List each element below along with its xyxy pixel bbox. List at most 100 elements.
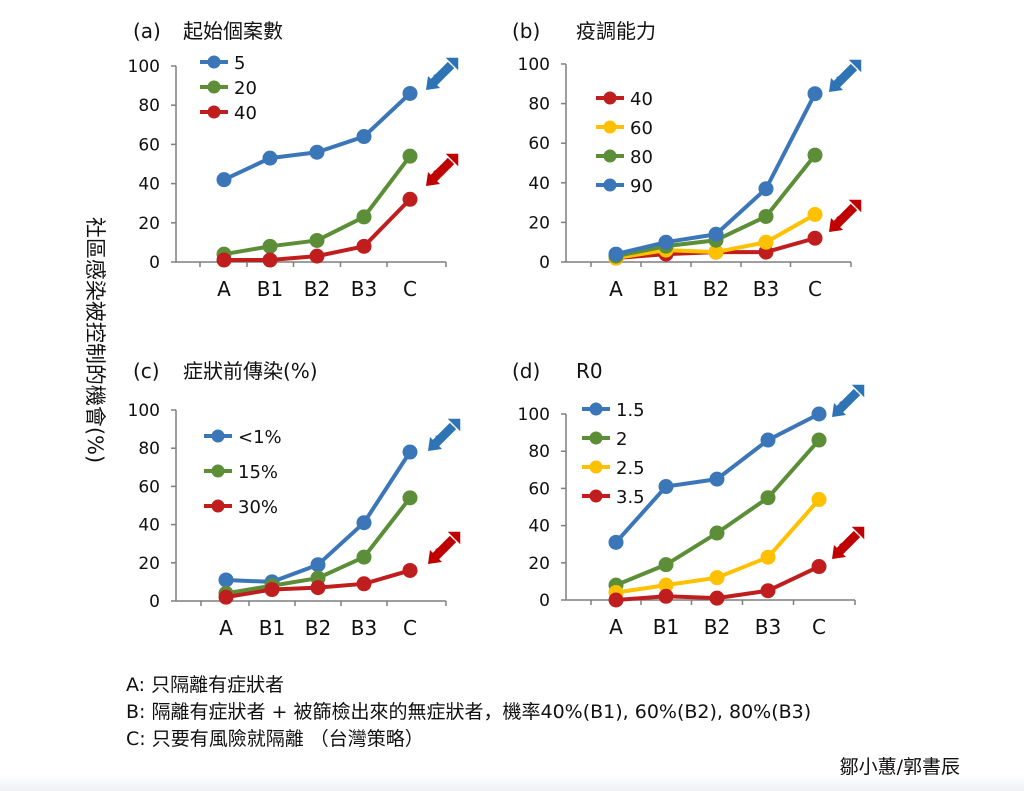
legend-marker [603, 149, 617, 163]
author-credit: 鄒小蕙/郭書辰 [839, 756, 960, 778]
data-point-0-3 [356, 129, 372, 145]
y-tick-label: 40 [138, 175, 160, 195]
legend-label: 80 [630, 147, 653, 168]
x-tick-label: A [219, 616, 233, 640]
legend-marker [211, 499, 225, 513]
legend-label: 40 [234, 103, 257, 124]
y-tick-label: 40 [138, 516, 160, 536]
data-point-0-3 [356, 515, 372, 531]
data-point-2-1 [264, 582, 280, 598]
note-c: C: 只要有風險就隔離 （台灣策略） [126, 728, 424, 750]
data-point-1-3 [758, 234, 774, 250]
blue-arrow-icon-shaft [431, 422, 457, 448]
x-tick-label: C [403, 616, 417, 640]
data-point-2-4 [402, 191, 418, 207]
y-tick-label: 40 [528, 174, 550, 194]
data-point-0-2 [309, 144, 325, 160]
y-tick-label: 60 [138, 135, 160, 155]
panel-title: R0 [576, 359, 603, 383]
data-point-3-1 [658, 234, 674, 250]
legend-label: 15% [238, 462, 278, 483]
data-point-1-2 [709, 525, 725, 541]
data-point-0-0 [608, 534, 624, 550]
data-point-0-3 [760, 432, 776, 448]
chart-panel-d: (d) R0 0 20 40 60 80 100 A B1 B2 B3 C 1.5 2 2.5 3.5 [512, 359, 865, 639]
red-arrow-icon-head [832, 545, 846, 559]
data-point-2-2 [309, 248, 325, 264]
blue-arrow-icon-head [829, 78, 843, 92]
y-tick-label: 0 [149, 592, 160, 612]
data-point-2-2 [310, 580, 326, 596]
panel-title: 起始個案數 [183, 19, 283, 43]
data-point-1-3 [356, 209, 372, 225]
legend-marker [207, 80, 221, 94]
legend-marker [589, 431, 603, 445]
y-tick-label: 20 [138, 214, 160, 234]
y-tick-label: 100 [518, 55, 550, 75]
red-arrow-icon-head [426, 172, 440, 186]
x-tick-label: B2 [304, 277, 330, 301]
data-point-1-3 [760, 490, 776, 506]
data-point-3-3 [758, 181, 774, 197]
data-point-1-2 [309, 232, 325, 248]
data-point-3-4 [807, 86, 823, 102]
panel-letter: (c) [133, 359, 160, 383]
data-point-0-1 [262, 150, 278, 166]
panel-title: 症狀前傳染(%) [183, 359, 318, 383]
data-point-3-1 [658, 588, 674, 604]
chart-panel-b: (b) 疫調能力 0 20 40 60 80 100 A B1 B2 B3 C 40 60 80 90 [512, 19, 862, 301]
blue-arrow-icon-head [428, 437, 442, 451]
blue-arrow-icon-shaft [832, 63, 858, 89]
data-point-1-3 [356, 549, 372, 565]
y-tick-label: 0 [539, 253, 550, 273]
legend-label: 30% [238, 497, 278, 518]
y-tick-label: 100 [128, 57, 160, 77]
legend-marker [211, 464, 225, 478]
data-point-0-4 [402, 85, 418, 101]
chart-panel-c: (c) 症狀前傳染(%) 0 20 40 60 80 100 A B1 B2 B3 C <1% 15% 30% [128, 359, 461, 640]
legend-marker [589, 460, 603, 474]
legend-marker [207, 55, 221, 69]
legend-label: 2.5 [616, 458, 645, 479]
legend-marker [603, 120, 617, 134]
data-point-1-1 [658, 557, 674, 573]
red-arrow-icon-shaft [832, 203, 858, 229]
blue-arrow-icon-shaft [835, 388, 861, 414]
data-point-3-2 [709, 590, 725, 606]
legend-marker [603, 178, 617, 192]
x-tick-label: B3 [351, 277, 377, 301]
x-tick-label: B3 [351, 616, 377, 640]
legend-label: 2 [616, 429, 627, 450]
blue-arrow-icon-shaft [429, 61, 455, 87]
data-point-3-0 [608, 246, 624, 262]
x-tick-label: C [403, 277, 417, 301]
x-tick-label: A [609, 277, 623, 301]
red-arrow-icon-shaft [431, 535, 457, 561]
data-point-3-2 [708, 226, 724, 242]
y-tick-label: 0 [539, 591, 550, 611]
red-arrow-icon-shaft [429, 157, 455, 183]
blue-arrow-icon-head [426, 76, 440, 90]
data-point-0-2 [709, 471, 725, 487]
y-tick-label: 20 [138, 554, 160, 574]
x-tick-label: C [808, 277, 822, 301]
x-tick-label: B1 [259, 616, 285, 640]
x-tick-label: C [812, 615, 826, 639]
legend-label: 20 [234, 78, 257, 99]
panel-letter: (b) [512, 19, 540, 43]
data-point-0-0 [216, 172, 232, 188]
data-point-2-3 [760, 549, 776, 565]
data-point-1-4 [402, 148, 418, 164]
data-point-2-0 [216, 252, 232, 268]
x-tick-label: A [217, 277, 231, 301]
data-point-0-4 [811, 406, 827, 422]
data-point-0-1 [658, 479, 674, 495]
y-tick-label: 80 [138, 439, 160, 459]
data-point-1-4 [402, 490, 418, 506]
data-point-2-3 [356, 576, 372, 592]
data-point-2-0 [218, 589, 234, 605]
legend-marker [589, 489, 603, 503]
red-arrow-icon-head [829, 218, 843, 232]
legend-label: 40 [630, 89, 653, 110]
